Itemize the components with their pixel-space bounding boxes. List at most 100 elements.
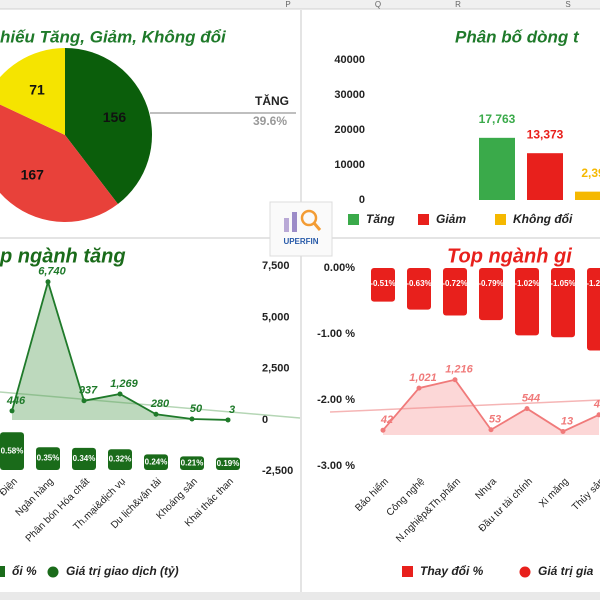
trend-line xyxy=(329,399,600,413)
pie-annotation-value: 39.6% xyxy=(253,114,287,128)
bar-value-label: -1.05% xyxy=(550,279,575,288)
line-marker xyxy=(416,385,422,391)
line-value-label: 53 xyxy=(489,414,501,426)
line-value-label: 13 xyxy=(561,415,573,427)
bar xyxy=(180,456,204,470)
bar xyxy=(0,432,24,470)
x-tick-label: Nhựa xyxy=(473,476,499,502)
slice-label: 167 xyxy=(21,166,45,182)
legend-label: Giá trị giao dịch (tỷ) xyxy=(66,564,179,578)
logo-icon xyxy=(292,212,297,232)
legend-label: Giảm xyxy=(436,212,466,226)
x-tick-label: N.nghiệp&Th.phẩm xyxy=(394,476,463,545)
line-marker xyxy=(560,428,566,434)
logo: UPERFIN xyxy=(269,201,333,257)
y2-tick-label: 2,500 xyxy=(262,363,290,375)
legend-label: Giá trị gia xyxy=(538,564,594,578)
line-value-label: 1,216 xyxy=(445,364,473,376)
column-letter: S xyxy=(565,0,570,9)
line-value-label: 937 xyxy=(79,385,98,397)
x-tick-label: Thủy sản xyxy=(569,476,600,514)
x-tick-label: Phân bón Hóa chất xyxy=(23,475,92,544)
bar-value-label: 0.58% xyxy=(1,446,24,455)
legend-label: ổi % xyxy=(12,564,37,578)
legend-swatch xyxy=(47,566,59,578)
pie-annotation: TĂNG xyxy=(255,93,289,108)
y2-tick-label: 5,000 xyxy=(262,311,290,323)
line-marker xyxy=(524,406,530,412)
bar-value-label: -0.79% xyxy=(478,279,503,288)
column-letter: Q xyxy=(375,0,381,9)
line-value-label: 50 xyxy=(190,403,203,415)
bar-value-label: -0.51% xyxy=(370,279,395,288)
line-marker xyxy=(153,411,159,417)
x-tick-label: Xi măng xyxy=(537,476,571,510)
bar xyxy=(551,268,575,338)
line-marker xyxy=(452,377,458,383)
bar xyxy=(443,268,467,316)
pie-slice xyxy=(0,104,118,222)
legend-swatch xyxy=(519,566,531,578)
slice-label: 156 xyxy=(103,109,127,125)
y-tick-label: 10000 xyxy=(334,159,365,171)
line-area xyxy=(383,379,599,435)
bar xyxy=(108,449,132,470)
line-marker xyxy=(488,427,494,433)
line-area xyxy=(12,281,228,420)
line-marker xyxy=(9,408,15,414)
slice-label: 71 xyxy=(29,82,45,98)
bar-value-label: -0.63% xyxy=(406,279,431,288)
bar xyxy=(527,153,563,200)
line-marker xyxy=(225,417,231,423)
pie-slice xyxy=(0,48,65,135)
logo-icon xyxy=(312,222,322,231)
line-value-label: 1,021 xyxy=(409,372,437,384)
line-marker xyxy=(189,416,195,422)
x-tick-label: Bảo hiểm xyxy=(353,476,391,514)
legend-swatch xyxy=(418,214,429,225)
logo-text: UPERFIN xyxy=(283,237,318,246)
line-value-label: 42 xyxy=(380,414,393,426)
bar xyxy=(36,447,60,470)
bar xyxy=(144,454,168,470)
y-tick-label: 0.00% xyxy=(324,262,355,274)
chart-title: Top ngành gi xyxy=(447,245,572,267)
y-tick-label: -3.00 % xyxy=(317,460,355,472)
bar-value-label: -0.72% xyxy=(442,279,467,288)
legend-label: Thay đổi % xyxy=(420,564,484,578)
bar-value-label: 0.35% xyxy=(37,454,60,463)
bar xyxy=(479,137,515,200)
bar-value-label: 0.24% xyxy=(145,457,168,466)
x-tick-label: Điện xyxy=(0,476,20,498)
line-value-label: 280 xyxy=(150,398,170,410)
chart-title: Phân bố dòng t xyxy=(455,27,580,46)
bar-value-label: 0.32% xyxy=(109,455,132,464)
chart-title: hiếu Tăng, Giảm, Không đổi xyxy=(0,27,227,46)
line-value-label: 6,740 xyxy=(38,266,66,278)
y-tick-label: 20000 xyxy=(334,124,365,136)
y2-tick-label: 0 xyxy=(262,414,268,426)
line-marker xyxy=(81,398,87,404)
logo-icon xyxy=(284,218,289,232)
y-tick-label: 30000 xyxy=(334,89,365,101)
line-value-label: 400 xyxy=(593,399,600,411)
bar-value-label: 0.21% xyxy=(181,458,204,467)
legend-swatch xyxy=(402,566,413,577)
chart-title: p ngành tăng xyxy=(0,245,126,267)
y-tick-label: -2.00 % xyxy=(317,394,355,406)
column-letter: R xyxy=(455,0,461,9)
line-value-label: 1,269 xyxy=(110,378,138,390)
y2-tick-label: 7,500 xyxy=(262,260,290,272)
line-value-label: 544 xyxy=(522,393,540,405)
sheet-bottom xyxy=(0,592,600,600)
bar-value-label: -1.25% xyxy=(586,279,600,288)
legend-label: Không đổi xyxy=(513,212,573,226)
bar xyxy=(587,268,600,351)
trend-line xyxy=(0,391,301,419)
bar xyxy=(515,268,539,336)
y-tick-label: 0 xyxy=(359,194,365,206)
pie-slice xyxy=(65,48,152,205)
legend-label: Tăng xyxy=(366,212,395,226)
line-marker xyxy=(380,427,386,433)
